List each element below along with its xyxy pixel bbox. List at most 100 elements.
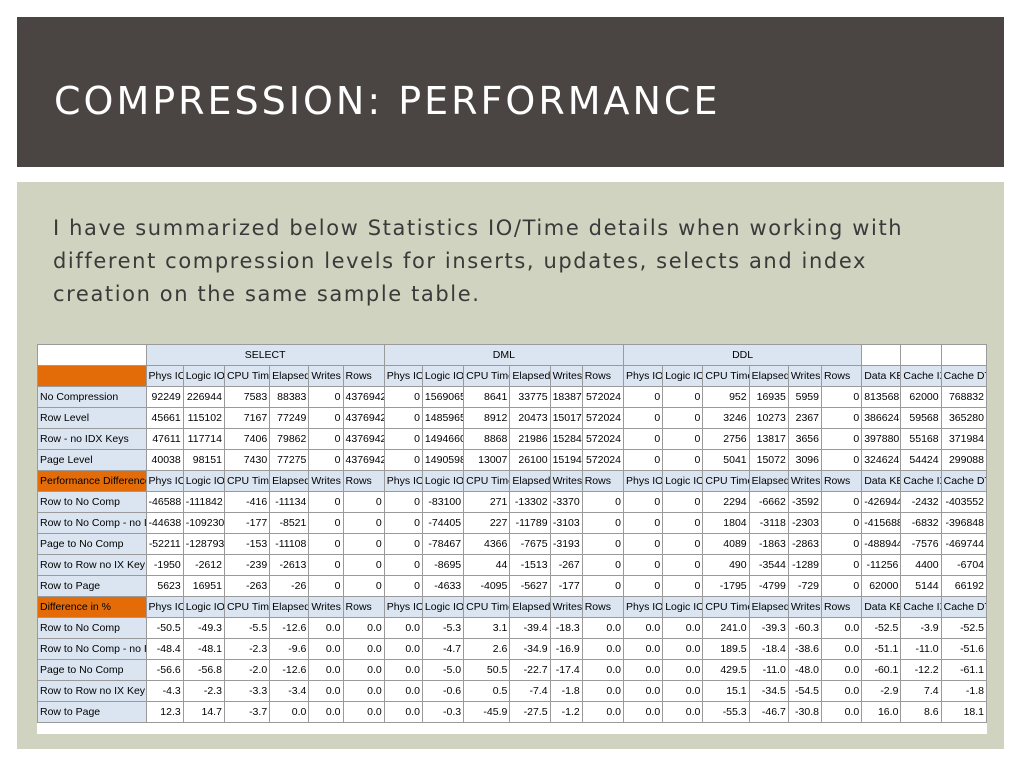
table-cell: 0.0 xyxy=(342,659,385,681)
column-header: Logic IO xyxy=(421,470,465,492)
column-header: Writes xyxy=(787,365,822,387)
table-row: Row Level 45661 115102 7167 77249 0 4376942 0 14… xyxy=(37,407,988,429)
table-cell: 0 xyxy=(342,512,385,534)
table-cell: -267 xyxy=(549,554,583,576)
table-cell: 1485965 xyxy=(421,407,465,429)
section-title: Performance Difference xyxy=(37,470,147,492)
table-cell: -0.6 xyxy=(421,680,465,702)
table-cell: 0.0 xyxy=(622,701,664,723)
column-header: CPU Time xyxy=(463,596,511,618)
table-cell: 0.0 xyxy=(308,659,344,681)
table-cell: 5623 xyxy=(145,575,184,597)
table-cell: -51.6 xyxy=(940,638,988,660)
table-cell: 0 xyxy=(662,407,704,429)
table-cell: 0 xyxy=(820,386,863,408)
table-cell: -2.3 xyxy=(223,638,271,660)
column-header: Data KB xyxy=(861,596,902,618)
row-label: Row to Row no IX Key xyxy=(37,680,147,702)
table-group-blank-cell xyxy=(940,344,988,366)
column-header: Elapsed xyxy=(269,596,310,618)
table-cell: -416 xyxy=(223,491,271,513)
table-row: Page to No Comp -56.6 -56.8 -2.0 -12.6 0.0 0.0… xyxy=(37,659,988,681)
table-cell: 0 xyxy=(581,491,625,513)
table-cell: 0.0 xyxy=(383,680,423,702)
table-cell: -3370 xyxy=(549,491,583,513)
table-cell: 0 xyxy=(820,449,863,471)
table-row: Page Level 40038 98151 7430 77275 0 4376942 0 14… xyxy=(37,449,988,471)
table-row: No Compression 92249 226944 7583 88383 0 43769… xyxy=(37,386,988,408)
table-cell: 50.5 xyxy=(463,659,511,681)
column-header: Cache IX xyxy=(900,365,942,387)
content-area: I have summarized below Statistics IO/Ti… xyxy=(17,182,1004,749)
table-cell: 117714 xyxy=(182,428,225,450)
table-row: Row to Page 12.3 14.7 -3.7 0.0 0.0 0.0 0.0 -0.3-… xyxy=(37,701,988,723)
column-header: Cache DT xyxy=(940,470,988,492)
table-cell: 1494660 xyxy=(421,428,465,450)
table-cell: -4799 xyxy=(748,575,789,597)
table-cell: 0 xyxy=(820,491,863,513)
column-header: Phys IO xyxy=(383,596,423,618)
table-cell: 386624 xyxy=(861,407,902,429)
table-cell: 1569065 xyxy=(421,386,465,408)
column-header: Rows xyxy=(342,596,385,618)
row-label: Page to No Comp xyxy=(37,659,147,681)
table-cell: 4376942 xyxy=(342,449,385,471)
table-cell: 0 xyxy=(662,449,704,471)
table-cell: -488944 xyxy=(861,533,902,555)
table-cell: 4400 xyxy=(900,554,942,576)
table-cell: 0 xyxy=(662,386,704,408)
table-cell: -111842 xyxy=(182,491,225,513)
table-cell: -1795 xyxy=(702,575,750,597)
column-header: Rows xyxy=(581,470,625,492)
table-cell: -52.5 xyxy=(861,617,902,639)
column-header: Phys IO xyxy=(383,365,423,387)
column-header: Elapsed xyxy=(748,470,789,492)
table-cell: 813568 xyxy=(861,386,902,408)
table-cell: 0 xyxy=(308,449,344,471)
column-header: Logic IO xyxy=(182,365,225,387)
table-cell: 5144 xyxy=(900,575,942,597)
table-cell: 0.0 xyxy=(308,638,344,660)
table-cell: 0.0 xyxy=(662,659,704,681)
table-cell: 2367 xyxy=(787,407,822,429)
table-cell: -11.0 xyxy=(900,638,942,660)
table-cell: 2756 xyxy=(702,428,750,450)
table-cell: -12.2 xyxy=(900,659,942,681)
table-cell: 2294 xyxy=(702,491,750,513)
table-cell: 7583 xyxy=(223,386,271,408)
table-cell: -74405 xyxy=(421,512,465,534)
table-cell: -1863 xyxy=(748,533,789,555)
table-cell: -52.5 xyxy=(940,617,988,639)
table-cell: 0 xyxy=(820,428,863,450)
table-cell: 14.7 xyxy=(182,701,225,723)
table-cell: 0 xyxy=(308,512,344,534)
table-cell: -1513 xyxy=(509,554,551,576)
section-title xyxy=(37,365,147,387)
table-cell: 10273 xyxy=(748,407,789,429)
table-cell: 88383 xyxy=(269,386,310,408)
table-cell: -18.4 xyxy=(748,638,789,660)
table-cell: 2.6 xyxy=(463,638,511,660)
table-cell: 8641 xyxy=(463,386,511,408)
table-cell: 0 xyxy=(820,533,863,555)
column-header: Logic IO xyxy=(182,470,225,492)
table-cell: 0 xyxy=(308,533,344,555)
table-cell: 92249 xyxy=(145,386,184,408)
table-cell: -45.9 xyxy=(463,701,511,723)
table-cell: -7.4 xyxy=(509,680,551,702)
table-cell: -396848 xyxy=(940,512,988,534)
table-cell: 0.0 xyxy=(820,701,863,723)
row-label: Page Level xyxy=(37,449,147,471)
row-label: Row to Page xyxy=(37,575,147,597)
table-cell: -469744 xyxy=(940,533,988,555)
table-cell: 98151 xyxy=(182,449,225,471)
table-cell: 0 xyxy=(383,491,423,513)
table-cell: 7430 xyxy=(223,449,271,471)
table-cell: -83100 xyxy=(421,491,465,513)
column-header: Elapsed xyxy=(748,596,789,618)
table-cell: 77275 xyxy=(269,449,310,471)
table-cell: 371984 xyxy=(940,428,988,450)
table-cell: 15284 xyxy=(549,428,583,450)
row-label: Row to No Comp xyxy=(37,617,147,639)
